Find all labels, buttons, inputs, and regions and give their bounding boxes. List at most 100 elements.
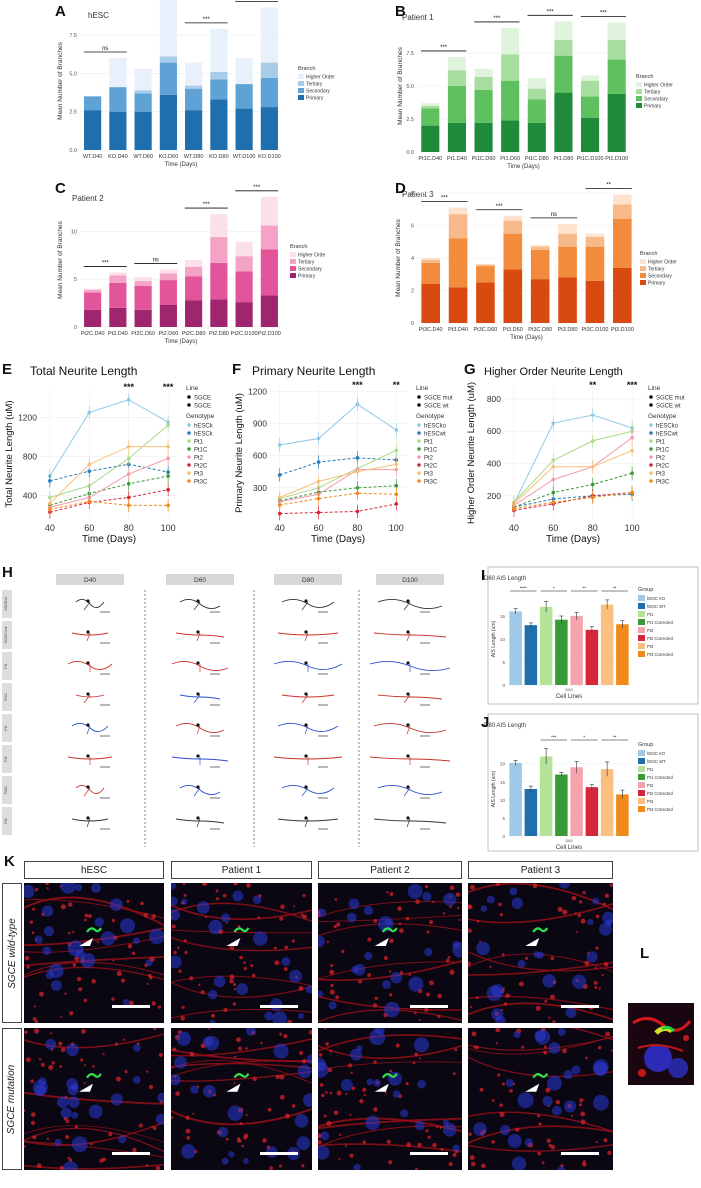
nucleus-blue [148, 928, 164, 945]
bar-segment [185, 300, 203, 327]
bar-segment [84, 96, 102, 111]
red-puncta [544, 999, 548, 1003]
red-puncta [251, 973, 256, 978]
arrowhead [525, 938, 540, 946]
series-line [279, 469, 397, 503]
significance-label: *** [123, 382, 134, 392]
micrograph-image [24, 1028, 164, 1170]
red-puncta [341, 949, 345, 954]
bar-segment [421, 103, 440, 106]
bar-segment [210, 262, 228, 300]
red-puncta [24, 1145, 26, 1148]
neuron-tracing [179, 785, 221, 795]
x-tick-label: KO.D100 [258, 154, 281, 160]
nucleus-blue [174, 1056, 187, 1069]
chart-f: Primary Neurite Length 300 600 900 1200 40 60 8… [234, 364, 453, 545]
nucleus-blue [587, 918, 594, 926]
bar [555, 619, 568, 685]
nucleus-blue [62, 1161, 79, 1170]
nucleus-blue [272, 1011, 288, 1023]
red-puncta [389, 938, 394, 944]
red-puncta [330, 983, 334, 987]
red-puncta [74, 1125, 78, 1129]
panel-label-i: I [481, 567, 486, 584]
nucleus-blue [382, 980, 391, 989]
neuron-soma [86, 723, 90, 727]
data-point [355, 402, 360, 407]
nucleus-blue [452, 1144, 460, 1152]
bar-segment [185, 260, 203, 267]
bar-segment [527, 99, 546, 123]
red-puncta [200, 990, 205, 995]
legend-marker [187, 395, 191, 399]
neuron-branch [193, 787, 201, 797]
legend-swatch [638, 651, 645, 657]
legend-marker [649, 423, 653, 427]
legend-label: Tertiary [298, 260, 315, 266]
nucleus-blue [132, 937, 140, 945]
nucleus-blue [364, 951, 373, 961]
red-puncta [128, 1000, 134, 1006]
red-puncta [336, 1090, 342, 1096]
red-puncta [374, 996, 378, 1000]
x-tick-label: Pt2.D80 [209, 331, 229, 337]
red-puncta [40, 1062, 45, 1067]
neuron-soma [196, 723, 200, 727]
bar-segment [84, 289, 102, 293]
red-puncta [580, 918, 586, 924]
neuron-tracing [71, 632, 109, 636]
red-puncta [26, 965, 30, 969]
significance-label: *** [163, 382, 174, 392]
x-tick-label: Pt1C.D100 [577, 156, 604, 162]
red-puncta [223, 1007, 228, 1012]
neurite-red [468, 1002, 613, 1021]
x-tick-label: Pt2.D100 [258, 331, 281, 337]
scale-bar [410, 1005, 448, 1008]
red-puncta [543, 1045, 547, 1049]
bar-segment [448, 214, 468, 239]
legend-swatch [290, 252, 296, 257]
row-label-box [2, 683, 12, 711]
nucleus-blue [74, 883, 83, 892]
ais-green [86, 1073, 102, 1079]
y-tick-label: 1200 [248, 386, 267, 396]
red-puncta [439, 1126, 443, 1129]
bar-segment [558, 233, 577, 247]
nucleus-blue [350, 1048, 363, 1061]
bar-segment [501, 120, 520, 152]
red-puncta [607, 1150, 612, 1155]
red-puncta [172, 1047, 177, 1052]
series-line [279, 463, 397, 498]
nucleus-blue [273, 1043, 289, 1059]
micrograph [171, 1028, 312, 1170]
bar-segment [84, 110, 102, 150]
neurite-red [468, 1028, 613, 1041]
y-tick-label: 15 [500, 780, 506, 785]
micrograph [318, 883, 462, 1023]
bar-segment [235, 256, 253, 272]
legend-label: hESCko [656, 424, 679, 430]
neuron-tracing [377, 694, 443, 700]
chart-title: D60 AIS Length [484, 576, 526, 582]
red-puncta [415, 899, 420, 905]
bar-segment [159, 94, 177, 150]
red-puncta [468, 904, 472, 909]
bar-segment [109, 272, 127, 276]
bar-segment [554, 92, 573, 152]
column-header-label: D60 [194, 577, 206, 584]
bar-segment [235, 271, 253, 303]
nucleus-blue [513, 1031, 521, 1039]
legend-label: Secondary [306, 89, 330, 95]
data-point [126, 397, 131, 402]
bar-segment [581, 96, 600, 118]
red-puncta [505, 993, 510, 999]
red-puncta [33, 1028, 40, 1034]
row-label-wildtype: SGCE wild-type [2, 883, 22, 1023]
nucleus-blue [592, 897, 600, 905]
red-puncta [386, 1139, 391, 1144]
red-puncta [518, 981, 524, 987]
red-puncta [275, 1074, 280, 1079]
neurite-red [318, 1009, 462, 1023]
nucleus-blue [132, 1075, 141, 1084]
red-puncta [69, 1011, 74, 1016]
